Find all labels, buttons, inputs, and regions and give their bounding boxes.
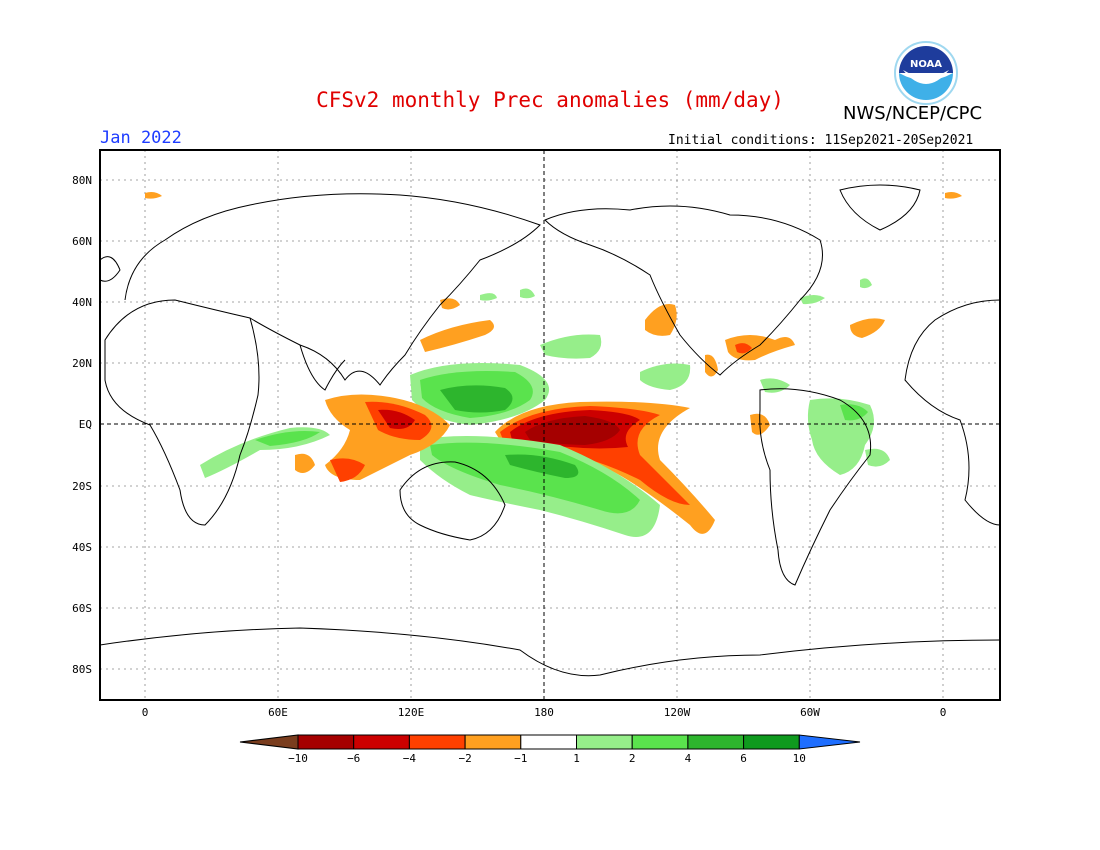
colorbar-left-arrow — [239, 734, 299, 750]
noaa-logo: NOAA — [894, 41, 958, 105]
lightgreen-anomaly — [640, 363, 691, 390]
lightgreen-anomaly — [860, 278, 872, 289]
logo-text: NOAA — [910, 59, 942, 70]
map-frame — [99, 149, 1001, 701]
red-anomaly — [378, 409, 415, 429]
lon-label: 0 — [142, 706, 149, 719]
orange-anomaly — [945, 192, 962, 199]
colorbar-label: 4 — [685, 752, 692, 765]
lat-label: 20S — [72, 480, 92, 493]
lon-label: 120W — [664, 706, 691, 719]
green-anomaly — [840, 404, 868, 421]
colorbar-label: 6 — [740, 752, 747, 765]
lat-label: 60N — [72, 235, 92, 248]
colorbar-label: −10 — [288, 752, 308, 765]
orange-anomaly — [295, 453, 315, 474]
darkgreen-anomaly — [440, 385, 513, 413]
orange-anomaly — [645, 304, 677, 336]
lat-label: 20N — [72, 357, 92, 370]
colorbar-box — [353, 734, 410, 750]
colorbar-label: −4 — [403, 752, 417, 765]
colorbar-label: 2 — [629, 752, 636, 765]
orange-anomaly — [705, 354, 718, 377]
orange-anomaly — [725, 335, 795, 361]
lightgreen-anomaly — [800, 295, 825, 305]
lon-label: 180 — [534, 706, 554, 719]
lightgreen-anomaly — [760, 378, 790, 393]
lat-labels: 80N 60N 40N 20N EQ 20S 40S 60S 80S — [72, 174, 92, 676]
colorbar-box — [576, 734, 633, 750]
lon-label: 0 — [940, 706, 947, 719]
colorbar-label: −2 — [458, 752, 471, 765]
darkgreen-anomaly — [505, 454, 579, 478]
lon-labels: 0 60E 120E 180 120W 60W 0 — [142, 706, 947, 719]
lat-label: EQ — [79, 418, 92, 431]
redorange-anomaly — [735, 343, 752, 354]
colorbar-label: −1 — [514, 752, 527, 765]
orange-anomaly — [420, 320, 494, 352]
lon-label: 120E — [398, 706, 425, 719]
orange-anomaly — [440, 298, 460, 310]
lightgreen-anomaly — [480, 293, 497, 301]
lat-label: 80N — [72, 174, 92, 187]
anomaly-fields — [145, 192, 962, 537]
colorbar-right-arrow — [798, 734, 861, 750]
colorbar-box — [743, 734, 800, 750]
lightgreen-anomaly — [520, 288, 535, 299]
colorbar-box — [297, 734, 355, 750]
lon-label: 60E — [268, 706, 288, 719]
lon-label: 60W — [800, 706, 820, 719]
colorbar-box — [631, 734, 689, 750]
chart-title: CFSv2 monthly Prec anomalies (mm/day) — [316, 88, 784, 112]
colorbar-box — [520, 734, 577, 750]
lat-label: 40S — [72, 541, 92, 554]
lat-label: 80S — [72, 663, 92, 676]
lightgreen-anomaly — [540, 334, 602, 359]
colorbar-label: −6 — [347, 752, 360, 765]
colorbar-label: 1 — [573, 752, 580, 765]
coastlines — [99, 184, 1001, 677]
forecast-month: Jan 2022 — [100, 128, 182, 148]
colorbar-box — [408, 734, 466, 750]
colorbar: −10 −6 −4 −2 −1 1 2 4 6 10 — [239, 734, 861, 765]
lat-label: 40N — [72, 296, 92, 309]
agency-label: NWS/NCEP/CPC — [843, 103, 983, 124]
green-anomaly — [430, 442, 640, 514]
lat-label: 60S — [72, 602, 92, 615]
colorbar-box — [464, 734, 522, 750]
orange-anomaly — [850, 318, 885, 338]
redorange-anomaly — [330, 458, 365, 482]
initial-conditions: Initial conditions: 11Sep2021-20Sep2021 — [668, 133, 974, 148]
green-anomaly — [255, 431, 320, 446]
colorbar-box — [687, 734, 745, 750]
lightgreen-anomaly — [865, 448, 890, 467]
colorbar-label: 10 — [793, 752, 806, 765]
orange-anomaly — [145, 192, 162, 199]
darkred-anomaly — [525, 416, 620, 445]
